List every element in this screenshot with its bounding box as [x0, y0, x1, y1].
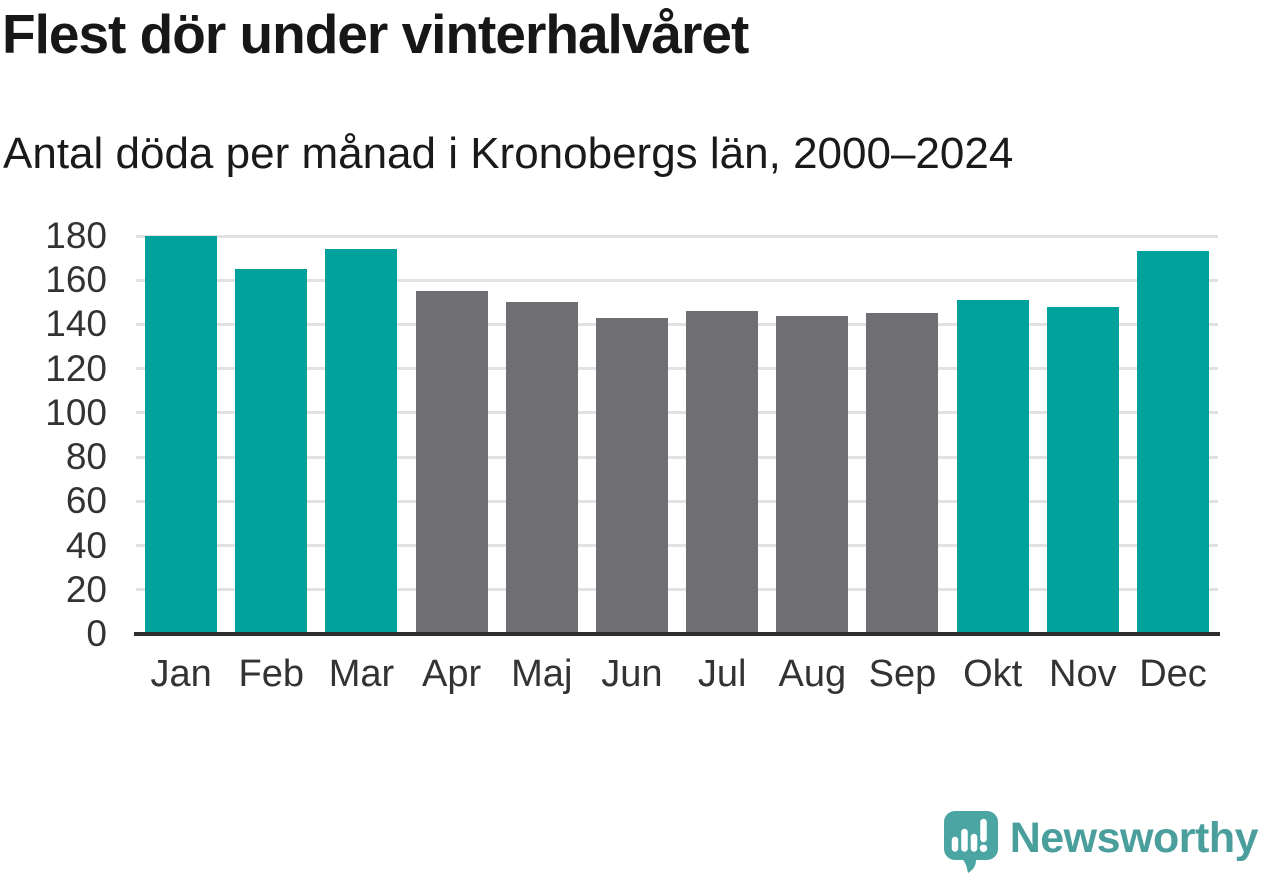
x-tick-label-apr: Apr [422, 653, 482, 695]
gridline-160 [136, 278, 1218, 282]
y-tick-label-100: 100 [45, 391, 107, 433]
chart-title: Flest dör under vinterhalvåret [2, 3, 749, 65]
plot-area [136, 234, 1218, 634]
gridline-180 [136, 234, 1218, 238]
bar-cell-sep [857, 236, 947, 634]
y-tick-label-40: 40 [65, 524, 107, 566]
x-axis-tick-labels: Jan Feb Mar Apr Maj Jun Jul Aug Sep Okt Nov Dec [136, 652, 1218, 698]
x-tick-label-sep: Sep [868, 653, 937, 695]
gridline-20 [136, 588, 1218, 592]
x-tick-label-dec: Dec [1139, 653, 1207, 695]
bar-jan [145, 236, 218, 634]
bar-cell-aug [767, 236, 857, 634]
bar-okt [956, 300, 1029, 634]
bar-jul [686, 311, 759, 634]
bar-mar [325, 249, 398, 634]
x-tick-label-jul: Jul [697, 653, 747, 695]
bar-cell-mar [316, 236, 406, 634]
newsworthy-logo: Newsworthy [942, 809, 1259, 873]
bar-cell-feb [226, 236, 316, 634]
y-axis-tick-labels: 0 20 40 60 80 100 120 140 160 180 [0, 215, 107, 654]
gridline-140 [136, 322, 1218, 326]
bar-cell-okt [948, 236, 1038, 634]
gridline-120 [136, 367, 1218, 371]
y-tick-label-20: 20 [65, 568, 107, 610]
bar-maj [505, 302, 578, 634]
bar-cell-jul [677, 236, 767, 634]
gridline-60 [136, 499, 1218, 503]
chart-subtitle: Antal döda per månad i Kronobergs län, 2… [3, 129, 1014, 178]
y-tick-label-180: 180 [45, 215, 107, 256]
bar-nov [1046, 306, 1119, 634]
y-tick-label-0: 0 [86, 613, 107, 654]
x-tick-label-nov: Nov [1049, 653, 1117, 695]
gridline-100 [136, 411, 1218, 415]
y-tick-label-60: 60 [65, 480, 107, 522]
y-tick-label-140: 140 [45, 303, 107, 345]
newsworthy-speech-bubble-bar-chart-icon [943, 811, 998, 873]
bar-cell-apr [407, 236, 497, 634]
y-tick-label-120: 120 [45, 347, 107, 389]
x-tick-label-feb: Feb [238, 653, 304, 695]
bar-cell-jan [136, 236, 226, 634]
y-tick-label-80: 80 [65, 436, 107, 478]
x-tick-label-mar: Mar [328, 653, 395, 695]
x-tick-label-aug: Aug [778, 653, 847, 695]
bar-cell-jun [587, 236, 677, 634]
bar-jun [595, 317, 668, 634]
bar-cell-dec [1128, 236, 1218, 634]
x-tick-label-maj: Maj [511, 653, 573, 695]
newsworthy-logo-text: Newsworthy [1009, 813, 1259, 862]
bar-aug [776, 315, 849, 634]
bar-cell-maj [497, 236, 587, 634]
bar-cell-nov [1038, 236, 1128, 634]
gridline-40 [136, 544, 1218, 548]
x-tick-label-jan: Jan [150, 653, 212, 695]
bar-dec [1136, 251, 1209, 634]
gridline-80 [136, 455, 1218, 459]
bar-feb [235, 269, 308, 634]
bar-apr [415, 291, 488, 634]
x-axis-line [134, 632, 1220, 636]
y-tick-label-160: 160 [45, 259, 107, 301]
bar-sep [866, 313, 939, 634]
x-tick-label-okt: Okt [963, 653, 1023, 695]
bars-container [136, 236, 1218, 634]
x-tick-label-jun: Jun [601, 653, 663, 695]
